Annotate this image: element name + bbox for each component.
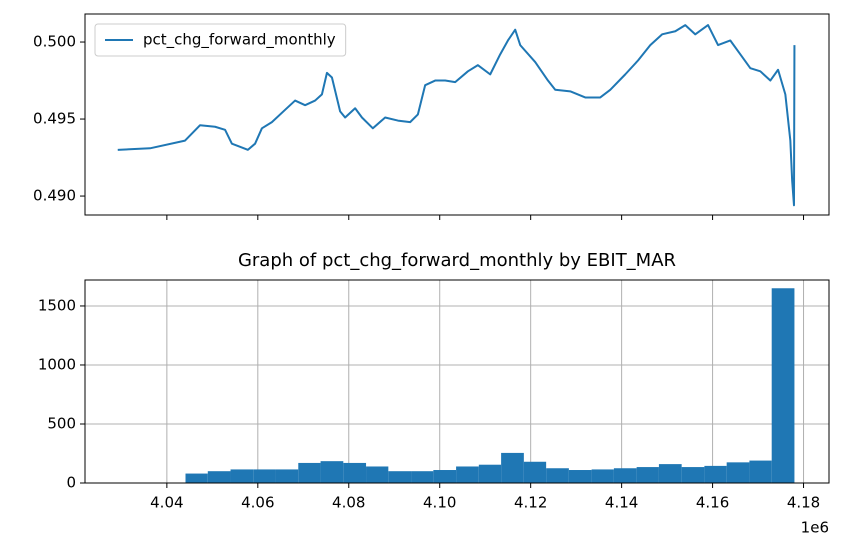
chart-title: Graph of pct_chg_forward_monthly by EBIT… xyxy=(238,250,676,271)
histogram-bar xyxy=(186,474,208,483)
legend-label: pct_chg_forward_monthly xyxy=(143,31,336,50)
x-tick-label: 4.12 xyxy=(514,494,547,512)
y-tick-label: 1500 xyxy=(38,296,76,314)
x-offset-label: 1e6 xyxy=(801,519,829,537)
x-tick-label: 4.16 xyxy=(696,494,729,512)
x-tick-label: 4.06 xyxy=(241,494,274,512)
histogram-bar xyxy=(276,469,299,483)
histogram-bar xyxy=(772,288,795,483)
histogram-bar xyxy=(208,471,231,483)
histogram-bar xyxy=(456,466,479,483)
x-tick-label: 4.04 xyxy=(150,494,183,512)
y-tick-label: 500 xyxy=(47,414,76,432)
legend: pct_chg_forward_monthly xyxy=(95,24,346,56)
histogram-bar xyxy=(388,471,411,483)
y-tick-label: 0.490 xyxy=(33,187,76,205)
subplot: 0.490 0.495 0.500 pct_chg_forward_monthly xyxy=(33,14,829,220)
x-tick-label: 4.14 xyxy=(605,494,638,512)
histogram-bar xyxy=(479,465,501,483)
histogram-bar xyxy=(682,467,705,483)
subplot: 0 500 1000 1500 4.04 4.06 4.08 4.10 4.12 4.14 4.16… xyxy=(38,250,829,537)
histogram-bar xyxy=(321,461,344,483)
histogram-bar xyxy=(546,468,569,483)
histogram-bar xyxy=(727,462,750,483)
histogram-bar xyxy=(501,453,524,483)
histogram-bar xyxy=(592,469,614,483)
histogram-bar xyxy=(366,466,388,483)
histogram-bar xyxy=(614,468,637,483)
y-tick-label: 1000 xyxy=(38,355,76,373)
axes-frame xyxy=(85,280,829,483)
histogram-bar xyxy=(433,470,456,483)
x-tick-label: 4.08 xyxy=(332,494,365,512)
histogram-bar xyxy=(704,466,726,483)
histogram-bar xyxy=(411,471,433,483)
x-tick-label: 4.18 xyxy=(787,494,820,512)
y-tick-label: 0.495 xyxy=(33,110,76,128)
histogram-bar xyxy=(637,467,659,483)
y-tick-label: 0 xyxy=(66,474,76,492)
histogram-bar xyxy=(343,463,366,483)
histogram-bar xyxy=(659,464,682,483)
y-tick-label: 0.500 xyxy=(33,33,76,51)
histogram-bar xyxy=(524,462,546,483)
x-tick-label: 4.10 xyxy=(423,494,456,512)
histogram-bar xyxy=(569,470,592,483)
histogram-bar xyxy=(231,469,254,483)
histogram-bar xyxy=(298,463,320,483)
histogram-bar xyxy=(749,461,771,483)
histogram-bar xyxy=(253,469,275,483)
